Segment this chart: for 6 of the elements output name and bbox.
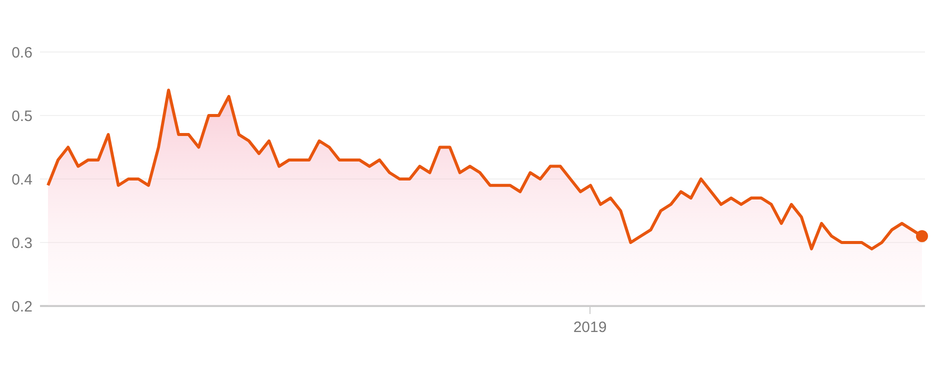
- y-tick-label: 0.3: [12, 234, 32, 252]
- y-tick-label: 0.4: [12, 171, 32, 188]
- text: 2019: [573, 319, 607, 336]
- y-tick-label: 0.6: [12, 44, 32, 62]
- y-tick-label: 0.5: [12, 108, 32, 125]
- y-tick-label: 0.2: [12, 298, 32, 316]
